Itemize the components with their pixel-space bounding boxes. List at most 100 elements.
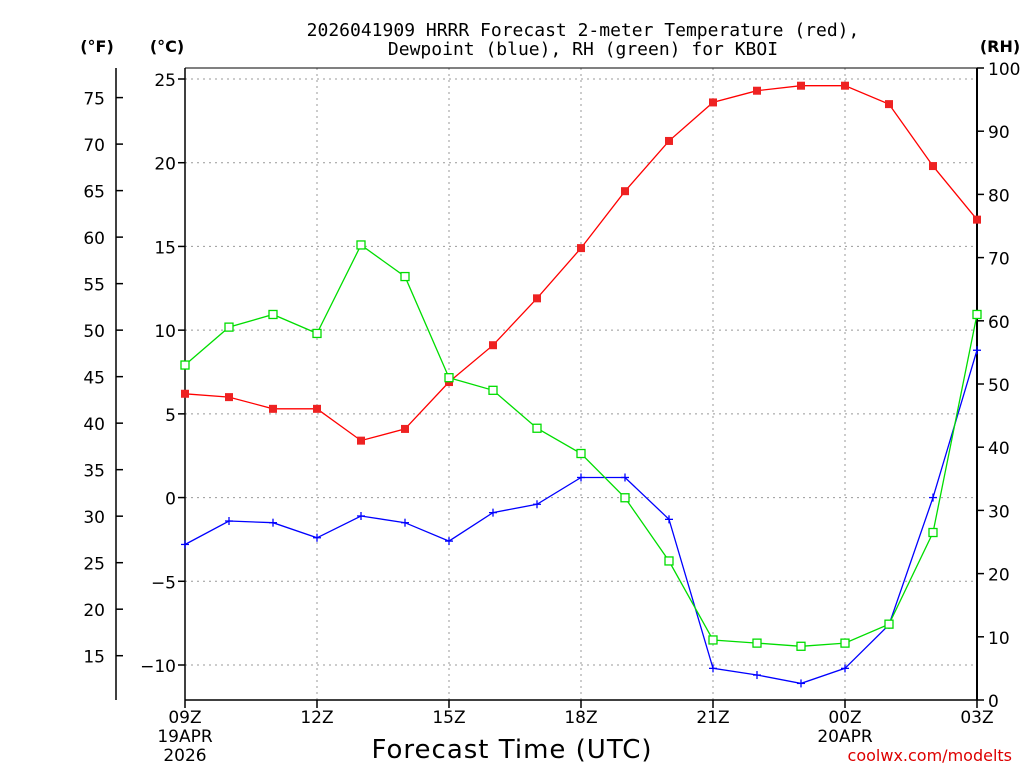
x-tick-label: 21Z — [696, 708, 729, 728]
rh-tick-label: 60 — [988, 313, 1010, 333]
temperature-point — [841, 81, 849, 90]
chart-title: 2026041909 HRRR Forecast 2-meter Tempera… — [307, 20, 860, 41]
temperature-point — [621, 187, 629, 196]
temperature-point — [181, 389, 189, 398]
fahrenheit-tick-label: 70 — [83, 136, 105, 156]
rh-tick-label: 90 — [988, 123, 1010, 143]
rh-point — [972, 309, 982, 320]
rh-point — [444, 373, 454, 383]
temperature-point — [225, 393, 233, 402]
x-tick-label: 18Z — [564, 708, 597, 728]
rh-tick-label: 70 — [988, 250, 1010, 270]
dewpoint-point — [225, 517, 233, 526]
dewpoint-point — [357, 511, 365, 520]
rh-point — [576, 448, 586, 459]
dewpoint-point — [181, 540, 189, 549]
rh-tick-label: 30 — [988, 502, 1010, 522]
celsius-tick-label: 0 — [165, 490, 176, 510]
temperature-point — [313, 404, 321, 413]
fahrenheit-tick-label: 55 — [83, 276, 105, 296]
fahrenheit-tick-label: 40 — [83, 415, 105, 435]
rh-tick-label: 100 — [988, 60, 1020, 80]
x-tick-label: 12Z — [300, 708, 333, 728]
rh-tick-label: 40 — [988, 439, 1010, 459]
fahrenheit-tick-label: 65 — [83, 183, 105, 203]
temperature-point — [709, 98, 717, 107]
dewpoint-point — [313, 533, 321, 542]
temperature-point — [885, 100, 893, 109]
rh-unit-label: (RH) — [980, 37, 1020, 56]
x-tick-label: 03Z — [960, 708, 993, 728]
dewpoint-point — [753, 671, 761, 680]
dewpoint-point — [929, 493, 937, 502]
celsius-tick-label: −10 — [140, 657, 176, 677]
rh-point — [268, 309, 278, 320]
celsius-tick-label: −5 — [151, 573, 176, 593]
rh-point — [928, 527, 938, 538]
temperature-point — [533, 294, 541, 303]
x-tick-label: 00Z — [828, 708, 861, 728]
temperature-point — [797, 81, 805, 90]
temperature-point — [357, 436, 365, 445]
rh-point — [532, 423, 542, 433]
rh-point — [840, 638, 850, 648]
fahrenheit-tick-label: 50 — [83, 322, 105, 342]
dewpoint-point — [269, 518, 277, 527]
rh-point — [488, 385, 498, 395]
fahrenheit-tick-label: 45 — [83, 369, 105, 389]
rh-point — [708, 635, 718, 645]
dewpoint-point — [841, 664, 849, 673]
celsius-tick-label: 20 — [154, 155, 176, 175]
temperature-point — [269, 404, 277, 413]
rh-point — [796, 641, 806, 651]
data-series — [180, 81, 982, 688]
dewpoint-point — [489, 508, 497, 517]
rh-tick-label: 50 — [988, 376, 1010, 396]
fahrenheit-tick-label: 60 — [83, 229, 105, 249]
dewpoint-point — [709, 664, 717, 673]
celsius-tick-label: 15 — [154, 238, 176, 258]
x-tick-label: 15Z — [432, 708, 465, 728]
rh-point — [884, 619, 894, 629]
rh-tick-label: 20 — [988, 566, 1010, 586]
rh-point — [312, 328, 322, 339]
rh-point — [180, 360, 190, 370]
dewpoint-point — [665, 515, 673, 524]
celsius-tick-label: 25 — [154, 71, 176, 91]
celsius-unit-label: (°C) — [150, 37, 184, 56]
dewpoint-point — [621, 473, 629, 482]
fahrenheit-tick-label: 35 — [83, 462, 105, 482]
fahrenheit-tick-label: 75 — [83, 90, 105, 110]
temperature-point — [489, 341, 497, 350]
rh-point — [356, 240, 366, 250]
rh-tick-label: 10 — [988, 629, 1010, 649]
fahrenheit-tick-label: 30 — [83, 508, 105, 528]
fahrenheit-tick-label: 25 — [83, 555, 105, 575]
dewpoint-point — [797, 679, 805, 688]
x-tick-label: 09Z — [168, 708, 201, 728]
x-tick-date-label: 20APR — [817, 727, 873, 747]
rh-point — [224, 322, 234, 332]
source-credit: coolwx.com/modelts — [848, 746, 1012, 765]
temperature-point — [665, 136, 673, 145]
x-tick-year-label: 2026 — [163, 746, 206, 766]
dewpoint-point — [973, 346, 981, 355]
dewpoint-point — [577, 473, 585, 482]
x-axis-title: Forecast Time (UTC) — [371, 735, 652, 765]
rh-tick-label: 0 — [988, 692, 999, 712]
rh-point — [664, 556, 674, 566]
dewpoint-point — [445, 537, 453, 546]
fahrenheit-tick-label: 20 — [83, 601, 105, 621]
temperature-point — [973, 215, 981, 224]
rh-point — [400, 271, 410, 282]
fahrenheit-unit-label: (°F) — [80, 37, 114, 56]
rh-point — [620, 493, 630, 503]
dewpoint-point — [401, 518, 409, 527]
fahrenheit-tick-label: 15 — [83, 648, 105, 668]
celsius-tick-label: 10 — [154, 322, 176, 342]
temperature-point — [753, 86, 761, 95]
celsius-tick-label: 5 — [165, 406, 176, 426]
